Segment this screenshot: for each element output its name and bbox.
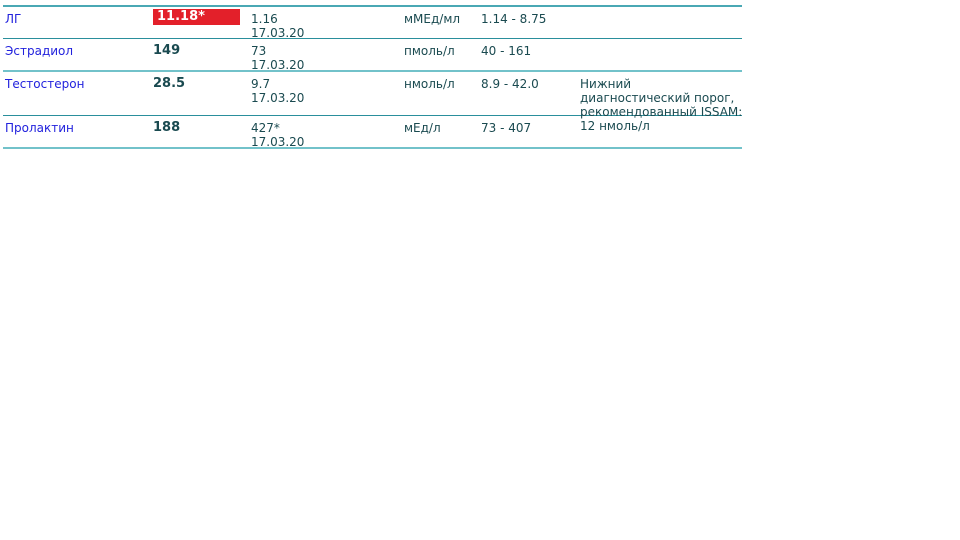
result-value: 188 bbox=[153, 120, 181, 135]
comment: Нижний диагностический порог, рекомендов… bbox=[580, 77, 743, 133]
previous-result: 73 17.03.20 bbox=[251, 44, 305, 72]
reference-range: 73 - 407 bbox=[481, 121, 532, 135]
result-value: 28.5 bbox=[153, 76, 186, 91]
test-name: Эстрадиол bbox=[5, 44, 74, 58]
table-row: Тестостерон 28.5 9.7 17.03.20 нмоль/л 8.9… bbox=[3, 72, 742, 133]
unit: пмоль/л bbox=[404, 44, 455, 58]
test-name: Пролактин bbox=[5, 121, 74, 135]
table-row: ЛГ 11.18* 1.16 17.03.20 мМЕд/мл 1.14 - 8.… bbox=[3, 7, 742, 40]
previous-result: 1.16 17.03.20 bbox=[251, 12, 305, 40]
table-row: Эстрадиол 149 73 17.03.20 пмоль/л 40 - 16… bbox=[3, 39, 742, 72]
unit: нмоль/л bbox=[404, 77, 455, 91]
test-name: Тестостерон bbox=[5, 77, 85, 91]
unit: мМЕд/мл bbox=[404, 12, 461, 26]
previous-result: 427* 17.03.20 bbox=[251, 121, 305, 149]
reference-range: 8.9 - 42.0 bbox=[481, 77, 539, 91]
reference-range: 1.14 - 8.75 bbox=[481, 12, 547, 26]
table-row: Пролактин 188 427* 17.03.20 мЕд/л 73 - 40… bbox=[3, 116, 742, 149]
previous-result: 9.7 17.03.20 bbox=[251, 77, 305, 105]
lab-results-table: ЛГ 11.18* 1.16 17.03.20 мМЕд/мл 1.14 - 8.… bbox=[3, 5, 742, 149]
result-value-high: 11.18* bbox=[153, 9, 240, 25]
unit: мЕд/л bbox=[404, 121, 441, 135]
test-name: ЛГ bbox=[5, 12, 22, 26]
result-value: 149 bbox=[153, 43, 181, 58]
reference-range: 40 - 161 bbox=[481, 44, 532, 58]
